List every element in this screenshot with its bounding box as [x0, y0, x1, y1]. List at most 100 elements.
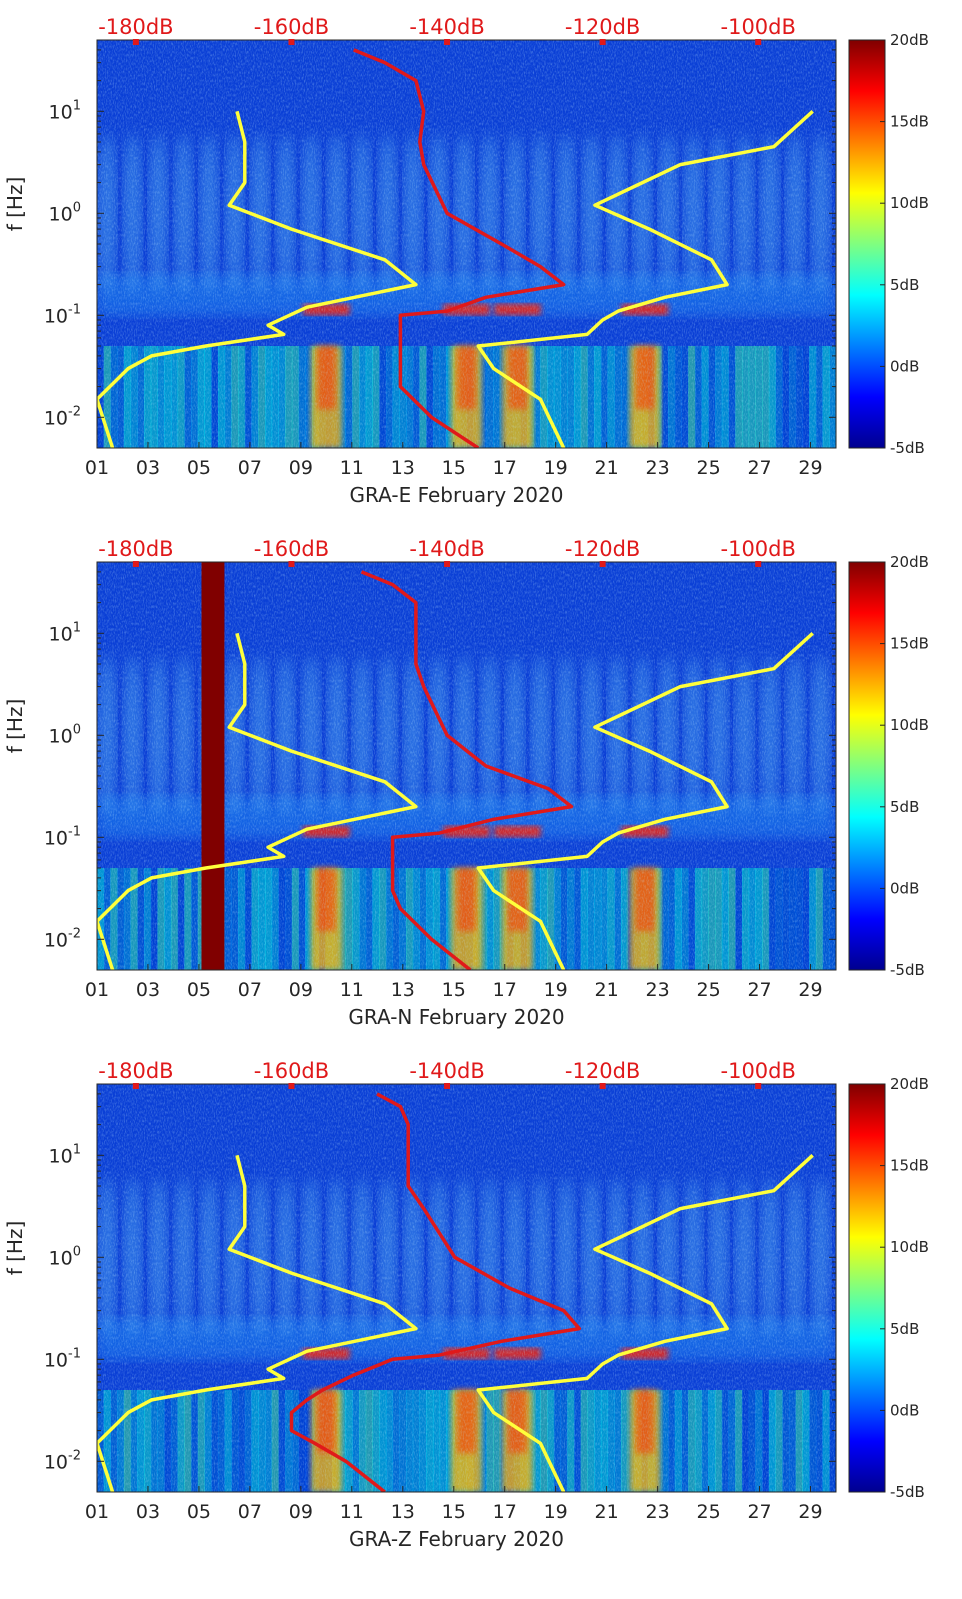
colorbar-tick-label: 0dB	[890, 357, 919, 375]
y-axis-title: f [Hz]	[3, 699, 27, 754]
x-tick-label: 07	[238, 457, 262, 479]
top-db-tick	[755, 561, 762, 567]
top-db-label: -180dB	[98, 1059, 173, 1083]
top-db-tick	[755, 39, 762, 45]
top-db-label: -180dB	[98, 15, 173, 39]
yellow-model-curve	[476, 632, 814, 970]
top-db-tick	[599, 561, 606, 567]
x-tick-label: 23	[646, 1501, 670, 1523]
yellow-model-curve	[476, 110, 814, 448]
x-tick-label: 01	[85, 979, 109, 1001]
top-db-tick	[132, 561, 139, 567]
x-tick-label: 17	[493, 1501, 517, 1523]
panel-1: 01 03 05 07 09 11 13 15 17 19 21 23 25 27 29 GRA-E Febr…	[3, 15, 929, 507]
x-tick-label: 21	[595, 979, 619, 1001]
top-db-tick	[444, 1083, 451, 1089]
x-tick-label: 17	[493, 457, 517, 479]
colorbar-tick-label: 10dB	[890, 716, 929, 734]
y-axis-title: f [Hz]	[3, 1221, 27, 1276]
colorbar-tick-label: 10dB	[890, 1238, 929, 1256]
top-db-tick	[599, 1083, 606, 1089]
top-db-label: -160dB	[254, 15, 329, 39]
x-tick-label: 19	[544, 979, 568, 1001]
x-tick-label: 07	[238, 1501, 262, 1523]
top-db-tick	[288, 1083, 295, 1089]
colorbar-tick-label: 5dB	[890, 798, 919, 816]
x-tick-label: 03	[136, 1501, 160, 1523]
colorbar	[848, 39, 886, 449]
x-tick-label: 15	[442, 457, 466, 479]
colorbar-tick-label: -5dB	[890, 439, 925, 457]
panel-2: 01 03 05 07 09 11 13 15 17 19 21 23 25 27 29 GRA-N Febr…	[3, 537, 929, 1029]
y-tick-label: 101	[49, 1142, 81, 1167]
yellow-model-curve	[97, 110, 418, 448]
colorbar-tick-label: 15dB	[890, 113, 929, 131]
spectrogram-image	[97, 1084, 836, 1492]
top-db-label: -100dB	[721, 537, 796, 561]
x-tick-label: 15	[442, 1501, 466, 1523]
x-tick-label: 11	[340, 457, 364, 479]
colorbar-tick-label: 15dB	[890, 635, 929, 653]
y-tick-label: 10-2	[44, 1448, 81, 1473]
x-tick-label: 05	[187, 979, 211, 1001]
y-tick-label: 100	[49, 722, 81, 747]
top-db-tick	[132, 1083, 139, 1089]
x-tick-label: 19	[544, 1501, 568, 1523]
colorbar-tick-label: 15dB	[890, 1157, 929, 1175]
y-tick-label: 10-2	[44, 404, 81, 429]
x-tick-label: 27	[747, 1501, 771, 1523]
x-tick-label: 25	[696, 457, 720, 479]
x-tick-label: 09	[289, 1501, 313, 1523]
red-psd-curve	[289, 1092, 582, 1492]
x-tick-label: 25	[696, 979, 720, 1001]
colorbar-tick-label: 0dB	[890, 1401, 919, 1419]
y-tick-label: 10-1	[44, 824, 81, 849]
top-db-label: -180dB	[98, 537, 173, 561]
colorbar-tick-label: 20dB	[890, 553, 929, 571]
colorbar-tick-label: 20dB	[890, 1075, 929, 1093]
colorbar-tick-label: 5dB	[890, 1320, 919, 1338]
top-db-tick	[444, 39, 451, 45]
x-tick-label: 23	[646, 457, 670, 479]
colorbar-tick-label: -5dB	[890, 1483, 925, 1501]
x-tick-label: 05	[187, 457, 211, 479]
x-tick-label: 27	[747, 457, 771, 479]
top-db-tick	[599, 39, 606, 45]
y-axis-title: f [Hz]	[3, 177, 27, 232]
y-tick-label: 100	[49, 200, 81, 225]
x-tick-label: 25	[696, 1501, 720, 1523]
x-tick-label: 05	[187, 1501, 211, 1523]
x-tick-label: 11	[340, 979, 364, 1001]
x-tick-label: 13	[391, 1501, 415, 1523]
spectrogram-image	[97, 562, 836, 970]
x-tick-label: 17	[493, 979, 517, 1001]
yellow-model-curve	[97, 632, 418, 970]
x-tick-label: 01	[85, 457, 109, 479]
x-tick-label: 13	[391, 979, 415, 1001]
yellow-model-curve	[97, 1154, 418, 1492]
yellow-model-curve	[476, 1154, 814, 1492]
x-axis-title: GRA-Z February 2020	[349, 1527, 564, 1551]
x-tick-label: 03	[136, 979, 160, 1001]
y-tick-label: 101	[49, 98, 81, 123]
colorbar-tick-label: -5dB	[890, 961, 925, 979]
x-tick-label: 03	[136, 457, 160, 479]
top-db-label: -140dB	[409, 15, 484, 39]
top-db-label: -160dB	[254, 537, 329, 561]
y-tick-label: 10-2	[44, 926, 81, 951]
x-tick-label: 09	[289, 457, 313, 479]
colorbar-tick-label: 10dB	[890, 194, 929, 212]
top-db-tick	[755, 1083, 762, 1089]
x-tick-label: 21	[595, 457, 619, 479]
x-tick-label: 29	[798, 1501, 822, 1523]
top-db-label: -140dB	[409, 537, 484, 561]
top-db-tick	[288, 561, 295, 567]
top-db-label: -100dB	[721, 15, 796, 39]
colorbar-tick-label: 5dB	[890, 276, 919, 294]
top-db-label: -120dB	[565, 15, 640, 39]
red-psd-curve	[360, 570, 574, 970]
y-tick-label: 100	[49, 1244, 81, 1269]
panel-3: 01 03 05 07 09 11 13 15 17 19 21 23 25 27 29 GRA-Z Febr…	[3, 1059, 929, 1551]
x-axis-title: GRA-N February 2020	[348, 1005, 564, 1029]
